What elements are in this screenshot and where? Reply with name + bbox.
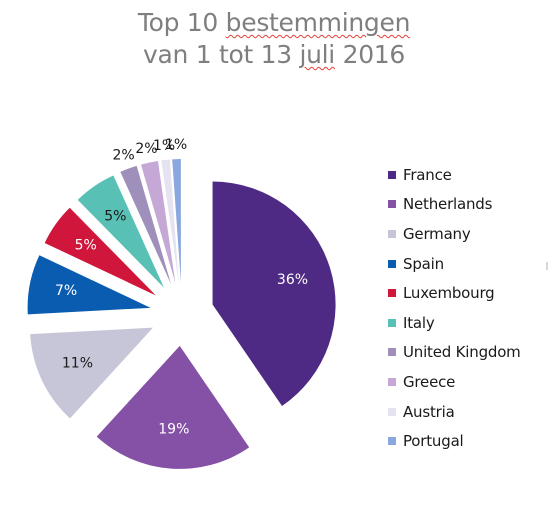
legend-swatch-italy (388, 318, 396, 327)
slice-label-france: 36% (277, 272, 308, 288)
legend-label-greece: Greece (403, 372, 456, 391)
slice-label-luxembourg: 5% (75, 238, 97, 254)
pie-slice-luxembourg (44, 207, 156, 296)
edge-marker (546, 262, 548, 270)
chart-title-line-1: Top 10 bestemmingen (0, 8, 548, 38)
legend-label-italy: Italy (403, 313, 435, 332)
slice-label-austria: 1% (153, 138, 175, 154)
slice-label-italy: 5% (104, 209, 126, 225)
pie-slice-netherlands (96, 345, 250, 469)
chart-legend: France Netherlands Germany Spain Luxembourg I… (388, 160, 546, 456)
legend-item-united-kingdom: United Kingdom (388, 338, 546, 368)
legend-label-netherlands: Netherlands (403, 195, 493, 214)
legend-swatch-france (388, 170, 396, 179)
legend-swatch-luxembourg (388, 289, 396, 298)
title-prefix-1: Top 10 (137, 8, 226, 37)
legend-label-france: France (403, 165, 452, 184)
title-prefix-2: van 1 tot 13 (142, 40, 300, 69)
legend-item-italy: Italy (388, 308, 546, 338)
legend-swatch-germany (388, 229, 396, 238)
slice-label-united-kingdom: 2% (112, 147, 134, 163)
legend-item-austria: Austria (388, 397, 546, 427)
legend-item-portugal: Portugal (388, 426, 546, 456)
pie-slice-france (212, 181, 336, 407)
legend-swatch-netherlands (388, 200, 396, 209)
slice-label-netherlands: 19% (158, 421, 189, 437)
title-spellcheck-word-2: juli (299, 40, 335, 69)
legend-label-spain: Spain (403, 254, 444, 273)
legend-swatch-greece (388, 377, 396, 386)
legend-label-portugal: Portugal (403, 432, 464, 451)
legend-item-netherlands: Netherlands (388, 190, 546, 220)
legend-item-france: France (388, 160, 546, 190)
title-suffix-2: 2016 (334, 40, 406, 69)
slice-label-portugal: 1% (165, 137, 187, 153)
pie-slice-germany (30, 327, 154, 419)
pie-slice-spain (27, 255, 151, 315)
legend-label-luxembourg: Luxembourg (403, 284, 495, 303)
pie-slice-greece (141, 160, 176, 283)
legend-item-germany: Germany (388, 219, 546, 249)
slice-label-germany: 11% (62, 355, 93, 371)
legend-swatch-portugal (388, 437, 396, 446)
legend-swatch-united-kingdom (388, 348, 396, 357)
chart-title-line-2: van 1 tot 13 juli 2016 (0, 40, 548, 70)
legend-swatch-spain (388, 259, 396, 268)
pie-slice-austria (161, 159, 179, 283)
slice-label-greece: 2% (135, 141, 157, 157)
title-spellcheck-word-1: bestemmingen (225, 8, 411, 37)
pie-slice-united-kingdom (120, 165, 171, 284)
pie-slice-italy (77, 175, 164, 288)
legend-item-luxembourg: Luxembourg (388, 278, 546, 308)
pie-slice-portugal (172, 159, 181, 283)
legend-swatch-austria (388, 407, 396, 416)
legend-item-greece: Greece (388, 367, 546, 397)
legend-label-united-kingdom: United Kingdom (403, 343, 521, 362)
slice-label-spain: 7% (55, 283, 77, 299)
legend-label-austria: Austria (403, 402, 455, 421)
legend-item-spain: Spain (388, 249, 546, 279)
legend-label-germany: Germany (403, 224, 471, 243)
